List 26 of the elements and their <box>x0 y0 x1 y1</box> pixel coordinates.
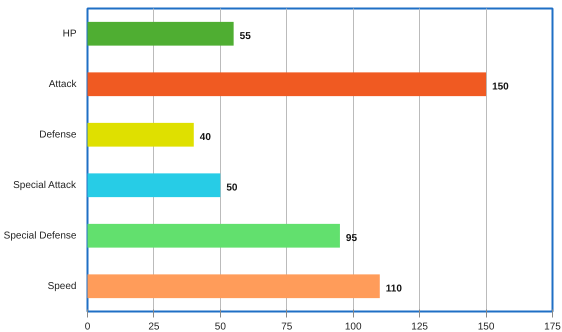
x-tick-label: 25 <box>148 322 160 332</box>
bar <box>88 22 234 46</box>
x-tick-label: 100 <box>344 322 362 332</box>
data-label: 55 <box>240 30 252 42</box>
y-tick-label: Special Defense <box>4 230 77 242</box>
x-tick-label: 150 <box>478 322 495 332</box>
bar <box>88 274 380 298</box>
y-tick-label: Speed <box>48 280 77 292</box>
data-label: 40 <box>200 132 212 143</box>
data-label: 110 <box>386 283 402 294</box>
bar <box>88 173 220 198</box>
bar <box>88 224 340 248</box>
x-tick-label: 175 <box>544 322 562 332</box>
x-tick-label: 50 <box>214 322 226 332</box>
bar <box>88 122 194 147</box>
x-tick-label: 75 <box>281 322 293 332</box>
y-tick-label: Attack <box>48 78 78 90</box>
data-label: 150 <box>492 81 510 92</box>
x-tick-label: 0 <box>84 322 91 332</box>
data-label: 50 <box>226 182 238 194</box>
y-tick-label: Special Attack <box>13 180 77 191</box>
data-label: 95 <box>346 232 358 244</box>
y-tick-label: HP <box>62 28 77 40</box>
bar <box>88 72 486 96</box>
y-tick-label: Defense <box>39 129 77 140</box>
x-tick-label: 125 <box>411 322 428 332</box>
